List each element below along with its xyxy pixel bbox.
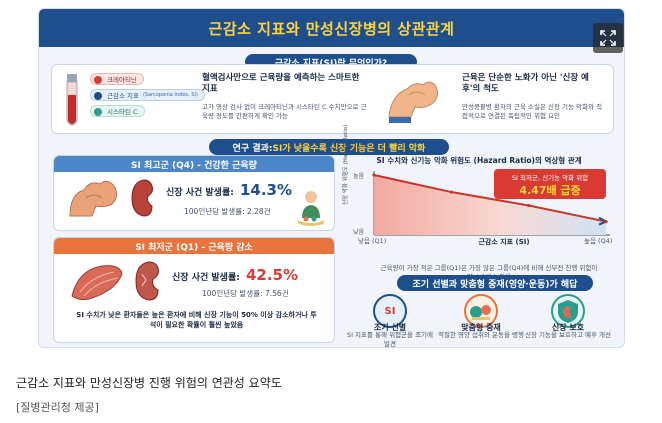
image-source: [질병관리청 제공] xyxy=(16,401,99,414)
hazard-chart-panel: SI 수치와 신기능 악화 위험도 (Hazard Ratio)의 역상형 관계… xyxy=(343,125,614,265)
tube-label-text: 시스타틴 C xyxy=(107,108,138,116)
q4-panel: SI 최고군 (Q4) - 건강한 근육량 신장 사건 발생률: 14.3% 1… xyxy=(53,155,335,231)
bottom-item-title: 맞춤형 중재 xyxy=(461,323,501,332)
chart-callout-value: 4.47배 급증 xyxy=(519,184,581,197)
q1-header: SI 최저군 (Q1) - 근육량 감소 xyxy=(54,238,334,254)
chart-ytick-high: 높음 xyxy=(353,173,365,180)
chart-ytick-low: 낮음 xyxy=(353,229,365,236)
expand-image-button[interactable] xyxy=(593,23,623,53)
section-label-text: 근감소 지표(SI)란 무엇인가? xyxy=(275,56,387,69)
q4-event-label: 신장 사건 발생률: xyxy=(166,188,234,198)
damaged-kidney-icon xyxy=(135,261,159,301)
chart-area xyxy=(374,175,606,235)
bottom-item-title: 조기 선별 xyxy=(373,323,407,332)
bottom-item-desc: 적절한 영양 섭취와 운동을 병행 xyxy=(437,331,524,339)
tube-sub-label: (Sarcopenia Index, SI) xyxy=(142,92,198,98)
chart-series-line xyxy=(373,174,607,223)
nutrition-exercise-icon xyxy=(464,294,498,328)
expand-icon xyxy=(600,30,616,46)
q4-event-value: 14.3% xyxy=(239,181,293,199)
q1-sub: 100인년당 발생률: 7.56건 xyxy=(202,289,289,298)
bottom-item-desc: SI 지표를 통해 위험군을 조기에 발견 xyxy=(346,331,434,348)
tube-label-cystatin: 시스타틴 C xyxy=(90,105,145,117)
section-label-solution: 조기 선별과 맞춤형 중재(영양·운동)가 해답 xyxy=(397,275,593,291)
section-label-text: 조기 선별과 맞춤형 중재(영양·운동)가 해답 xyxy=(412,279,578,290)
bottom-item-desc: 신장 기능을 보호하고 예후 개선 xyxy=(524,331,611,339)
test-tube-icon xyxy=(66,74,78,126)
tube-label-creatinine: 크레아티닌 xyxy=(90,73,144,85)
magnifier-si-icon: SI xyxy=(373,294,407,328)
section-label-prefix: 연구 결과: xyxy=(232,143,273,154)
muscle-fiber-icon xyxy=(71,265,123,301)
kidney-shield-icon xyxy=(551,294,585,328)
chart-point xyxy=(604,219,608,224)
q1-event-label: 신장 사건 발생률: xyxy=(172,273,240,283)
q1-note: SI 수치가 낮은 환자들은 높은 환자에 비해 신장 기능이 50% 이상 감… xyxy=(76,311,317,330)
tube-label-text: 크레아티닌 xyxy=(107,76,137,84)
blood-test-title: 혈액검사만으로 근육량을 예측하는 스마트한 지표 xyxy=(202,73,360,95)
chart-xtick-high: 높음 (Q4) xyxy=(584,237,613,245)
muscle-desc: 만성콩팥병 환자의 근육 소실은 신장 기능 악화와 직접적으로 연결된 독립적… xyxy=(462,103,603,120)
bottom-item-title: 신장 보호 xyxy=(551,323,585,332)
tube-label-text: 근감소 지표 xyxy=(107,92,139,100)
teal-dot-icon xyxy=(94,108,102,116)
hazard-ratio-chart xyxy=(372,171,610,236)
chart-ylabel: 신장 악화 위험도 (Hazard Ratio) xyxy=(343,124,349,205)
q1-event-row: 신장 사건 발생률: 42.5% xyxy=(172,266,298,284)
q4-sub: 100인년당 발생률: 2.28건 xyxy=(184,207,271,216)
chart-point xyxy=(372,173,376,177)
q4-header-text: SI 최고군 (Q4) - 건강한 근육량 xyxy=(131,160,257,171)
chart-point xyxy=(527,203,531,208)
si-bubble-text: SI xyxy=(384,305,396,317)
flexed-arm-icon xyxy=(388,81,439,123)
q1-panel: SI 최저군 (Q1) - 근육량 감소 신장 사건 발생률: 42.5% 10… xyxy=(53,237,335,343)
q4-header: SI 최고군 (Q4) - 건강한 근육량 xyxy=(54,156,334,172)
section-label-research-result: 연구 결과: SI가 낮을수록 신장 기능은 더 빨리 악화 xyxy=(209,139,449,155)
kidney-icon xyxy=(131,179,153,217)
chart-callout-label: SI 최저군, 신기능 악화 위험 xyxy=(511,174,589,182)
red-dot-icon xyxy=(94,76,102,84)
strong-arm-icon xyxy=(69,180,118,217)
chart-callout: SI 최저군, 신기능 악화 위험 4.47배 급증 xyxy=(494,169,606,199)
tube-label-si: 근감소 지표 (Sarcopenia Index, SI) xyxy=(90,89,205,101)
chart-point xyxy=(449,190,453,194)
chart-title: SI 수치와 신기능 악화 위험도 (Hazard Ratio)의 역상형 관계 xyxy=(376,156,582,165)
si-definition-panel: 크레아티닌 근감소 지표 (Sarcopenia Index, SI) 시스타틴… xyxy=(51,64,614,134)
blue-dot-icon xyxy=(94,92,102,100)
image-caption: 근감소 지표와 만성신장병 진행 위험의 연관성 요약도 xyxy=(16,376,282,390)
healthy-food-person-icon xyxy=(297,191,325,226)
chart-xlabel: 근감소 지표 (SI) xyxy=(478,238,530,246)
chart-xtick-low: 낮음 (Q1) xyxy=(358,237,387,245)
q1-event-value: 42.5% xyxy=(245,266,299,284)
infographic-title: 근감소 지표와 만성신장병의 상관관계 xyxy=(208,19,455,38)
q4-event-row: 신장 사건 발생률: 14.3% xyxy=(166,181,292,199)
infographic-image: 근감소 지표와 만성신장병의 상관관계 근감소 지표(SI)란 무엇인가? 크레… xyxy=(38,8,625,348)
section-label-highlight: SI가 낮을수록 신장 기능은 더 빨리 악화 xyxy=(272,143,426,154)
q1-header-text: SI 최저군 (Q1) - 근육량 감소 xyxy=(135,242,253,253)
infographic-title-bar: 근감소 지표와 만성신장병의 상관관계 xyxy=(39,9,624,47)
muscle-title: 근육은 단순한 노화가 아닌 '신장 예후'의 척도 xyxy=(462,73,589,95)
blood-test-desc: 고가 영상 검사 없이 크레아티닌과 시스타틴 C 수치만으로 근육량 정도를 … xyxy=(202,103,367,120)
